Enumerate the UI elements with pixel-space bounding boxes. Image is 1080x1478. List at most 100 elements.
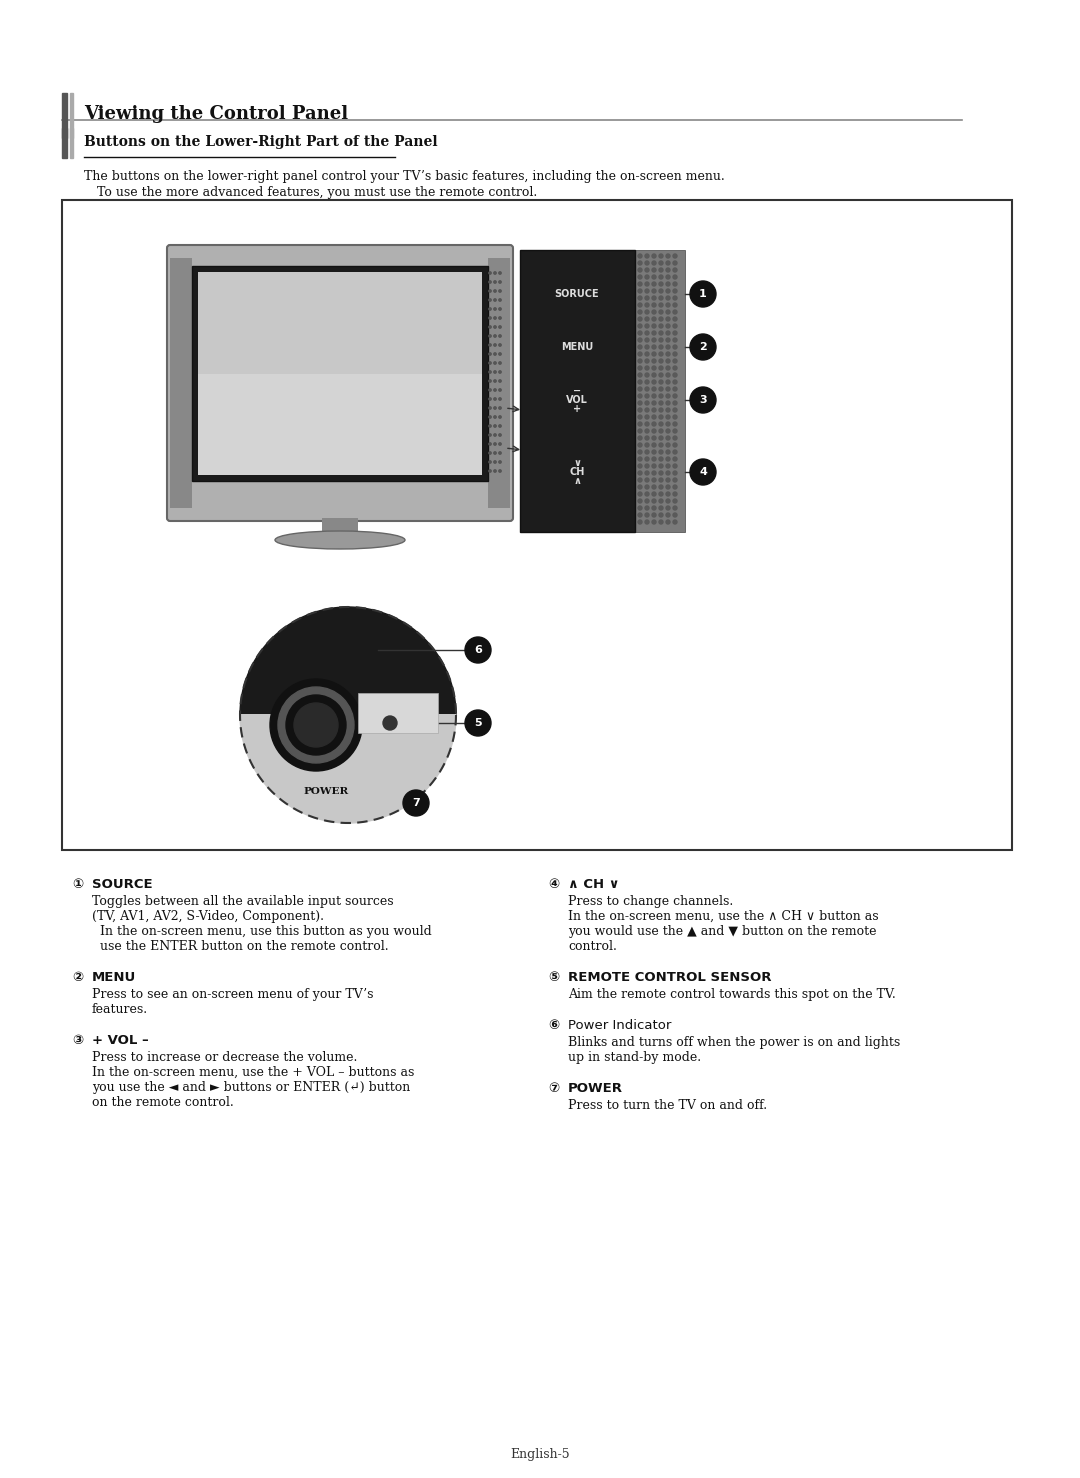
Circle shape	[494, 344, 496, 346]
Circle shape	[690, 460, 716, 485]
Circle shape	[499, 307, 501, 310]
Circle shape	[638, 520, 642, 525]
Circle shape	[659, 254, 663, 259]
Circle shape	[294, 704, 338, 746]
Circle shape	[666, 520, 670, 525]
Circle shape	[638, 359, 642, 364]
Text: MENU: MENU	[92, 971, 136, 984]
Text: In the on-screen menu, use this button as you would: In the on-screen menu, use this button a…	[92, 925, 432, 939]
Circle shape	[638, 290, 642, 293]
Circle shape	[666, 464, 670, 469]
Circle shape	[489, 435, 491, 436]
Circle shape	[652, 303, 656, 307]
Circle shape	[638, 449, 642, 454]
Circle shape	[638, 408, 642, 412]
Circle shape	[659, 352, 663, 356]
Circle shape	[638, 310, 642, 313]
Circle shape	[673, 471, 677, 474]
Circle shape	[645, 492, 649, 497]
Circle shape	[666, 500, 670, 503]
Circle shape	[638, 513, 642, 517]
Circle shape	[383, 715, 397, 730]
Circle shape	[494, 424, 496, 427]
Circle shape	[666, 449, 670, 454]
Text: ⑥: ⑥	[548, 1018, 559, 1032]
Circle shape	[645, 331, 649, 336]
Circle shape	[673, 290, 677, 293]
Circle shape	[673, 449, 677, 454]
Circle shape	[652, 443, 656, 446]
Circle shape	[673, 367, 677, 370]
Circle shape	[278, 687, 354, 763]
Circle shape	[673, 395, 677, 398]
Bar	[198, 374, 482, 474]
Circle shape	[673, 262, 677, 265]
Circle shape	[666, 471, 670, 474]
Circle shape	[652, 395, 656, 398]
Circle shape	[489, 380, 491, 383]
Circle shape	[494, 389, 496, 392]
Bar	[70, 93, 73, 137]
Text: ④: ④	[548, 878, 559, 891]
Circle shape	[666, 303, 670, 307]
Circle shape	[638, 331, 642, 336]
Text: Viewing the Control Panel: Viewing the Control Panel	[84, 105, 348, 123]
Circle shape	[499, 452, 501, 454]
Circle shape	[645, 500, 649, 503]
Circle shape	[673, 408, 677, 412]
Circle shape	[638, 367, 642, 370]
Circle shape	[666, 408, 670, 412]
Circle shape	[673, 352, 677, 356]
Circle shape	[645, 262, 649, 265]
Circle shape	[673, 268, 677, 272]
Circle shape	[494, 415, 496, 418]
Circle shape	[652, 331, 656, 336]
Circle shape	[652, 359, 656, 364]
Circle shape	[673, 296, 677, 300]
Circle shape	[652, 262, 656, 265]
Circle shape	[673, 254, 677, 259]
Circle shape	[666, 505, 670, 510]
Circle shape	[659, 296, 663, 300]
Bar	[170, 259, 192, 508]
Text: Press to turn the TV on and off.: Press to turn the TV on and off.	[568, 1100, 767, 1111]
Circle shape	[673, 387, 677, 392]
Circle shape	[673, 443, 677, 446]
Polygon shape	[240, 607, 456, 715]
Text: + VOL –: + VOL –	[92, 1035, 149, 1046]
Circle shape	[652, 367, 656, 370]
Circle shape	[666, 457, 670, 461]
Circle shape	[489, 398, 491, 401]
Circle shape	[499, 470, 501, 471]
Circle shape	[645, 505, 649, 510]
Circle shape	[645, 401, 649, 405]
Circle shape	[666, 296, 670, 300]
Circle shape	[666, 282, 670, 287]
Circle shape	[659, 282, 663, 287]
Circle shape	[645, 359, 649, 364]
Circle shape	[645, 457, 649, 461]
Text: ∧ CH ∨: ∧ CH ∨	[568, 878, 620, 891]
Circle shape	[659, 513, 663, 517]
Ellipse shape	[275, 531, 405, 548]
Circle shape	[489, 371, 491, 374]
Text: MENU: MENU	[561, 341, 593, 352]
Circle shape	[499, 398, 501, 401]
Circle shape	[673, 338, 677, 341]
Circle shape	[403, 791, 429, 816]
Text: (TV, AV1, AV2, S-Video, Component).: (TV, AV1, AV2, S-Video, Component).	[92, 910, 324, 922]
Circle shape	[673, 310, 677, 313]
Circle shape	[638, 275, 642, 279]
Circle shape	[659, 262, 663, 265]
Circle shape	[494, 299, 496, 302]
Bar	[357, 693, 438, 733]
Circle shape	[659, 436, 663, 440]
Bar	[322, 517, 357, 539]
Circle shape	[489, 307, 491, 310]
Circle shape	[645, 477, 649, 482]
Circle shape	[645, 303, 649, 307]
Circle shape	[652, 436, 656, 440]
Circle shape	[638, 471, 642, 474]
Circle shape	[638, 352, 642, 356]
Circle shape	[652, 290, 656, 293]
